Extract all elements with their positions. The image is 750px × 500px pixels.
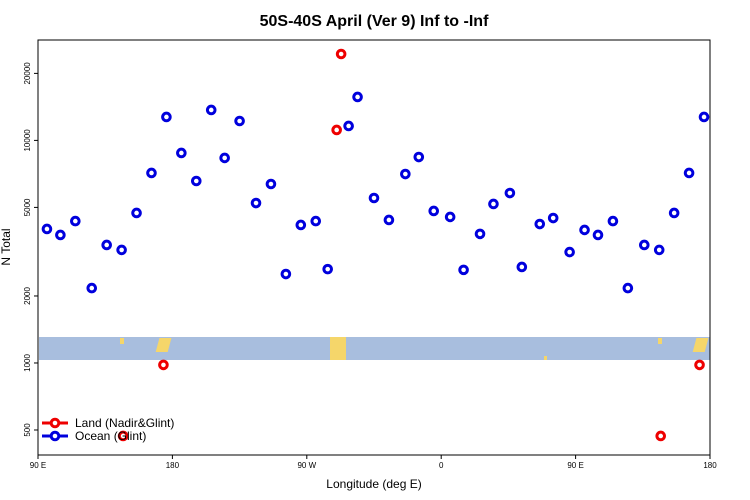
y-tick-label: 1000 [23, 354, 32, 372]
plot-frame [37, 39, 711, 456]
y-axis-label: N Total [0, 228, 13, 265]
legend-marker [49, 417, 61, 429]
x-tick-label: 90 E [30, 461, 46, 470]
point [504, 187, 516, 199]
point [547, 212, 559, 224]
point [55, 229, 66, 241]
point [250, 197, 262, 209]
point [413, 151, 425, 163]
x-tick-label: 90 E [567, 461, 583, 470]
y-tick-label: 2000 [23, 287, 32, 305]
point [444, 211, 456, 223]
point [70, 215, 81, 227]
x-tick-label: 90 W [297, 461, 316, 470]
point [86, 282, 98, 294]
point [488, 198, 499, 210]
point [335, 48, 347, 60]
point [474, 228, 486, 240]
point [668, 207, 680, 219]
legend-label: Land (Nadir&Glint) [75, 416, 174, 430]
point [41, 223, 53, 235]
point [161, 111, 172, 123]
legend-marker [49, 430, 61, 442]
legend: Land (Nadir&Glint)Ocean (Glint) [42, 416, 174, 443]
point [234, 115, 245, 127]
point [428, 205, 440, 217]
point [458, 264, 469, 276]
point [176, 147, 187, 159]
point [343, 120, 354, 132]
point [310, 215, 322, 227]
point [190, 175, 202, 187]
point [131, 207, 142, 219]
point [352, 91, 363, 103]
point [516, 261, 528, 273]
point [295, 219, 307, 231]
point [694, 359, 705, 371]
y-tick-label: 5000 [23, 198, 32, 216]
point [219, 152, 230, 164]
point [368, 192, 380, 204]
point [683, 167, 695, 179]
x-tick-label: 180 [703, 461, 717, 470]
legend-label: Ocean (Glint) [75, 429, 146, 443]
point [698, 111, 710, 123]
x-tick-label: 180 [166, 461, 180, 470]
point [534, 218, 546, 230]
point [331, 124, 342, 136]
point [638, 239, 650, 251]
point [564, 246, 575, 258]
point [280, 268, 292, 280]
point [116, 244, 127, 256]
point [117, 430, 129, 442]
point [101, 239, 112, 251]
point [400, 168, 411, 180]
y-tick-label: 10000 [23, 129, 32, 152]
y-tick-label: 500 [23, 423, 32, 437]
land-strip [39, 337, 710, 360]
x-tick-label: 0 [439, 461, 444, 470]
point [579, 224, 590, 236]
point [622, 282, 634, 294]
point [205, 104, 217, 116]
chart-title: 50S-40S April (Ver 9) Inf to -Inf [260, 13, 489, 30]
y-tick-label: 20000 [23, 62, 32, 85]
x-axis-label: Longitude (deg E) [326, 477, 421, 491]
point [655, 430, 667, 442]
point [653, 244, 665, 256]
point [592, 229, 604, 241]
point [607, 215, 619, 227]
point [265, 178, 277, 190]
point [158, 359, 169, 371]
point [146, 167, 157, 179]
point [322, 263, 334, 275]
point [383, 214, 395, 226]
